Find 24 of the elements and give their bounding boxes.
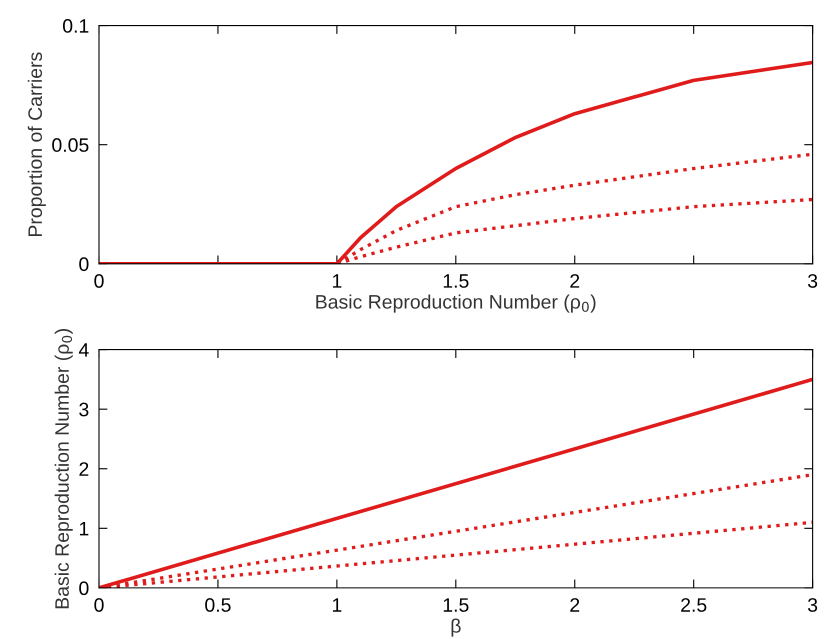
x-tick-label: 0.5 bbox=[205, 598, 231, 612]
y-tick-label: 0.1 bbox=[63, 19, 88, 33]
y-tick-label: 4 bbox=[78, 343, 89, 357]
x-tick-label: 2 bbox=[570, 598, 580, 612]
x-tick-label: 2 bbox=[570, 274, 580, 288]
x-tick-label: 3 bbox=[808, 274, 818, 288]
x-tick-label: 2.5 bbox=[681, 598, 706, 612]
x-tick-label: 3 bbox=[808, 598, 818, 612]
y-tick-label: 0 bbox=[79, 581, 89, 596]
y-tick-label: 3 bbox=[79, 402, 88, 416]
y-tick-label: 2 bbox=[79, 462, 88, 476]
x-tick-label: 1.5 bbox=[444, 274, 469, 288]
x-tick-label: 0 bbox=[94, 598, 104, 612]
x-tick-label: 1.5 bbox=[444, 598, 469, 612]
y-tick-label: 0.05 bbox=[52, 138, 88, 152]
x-tick-label: 1 bbox=[332, 598, 342, 612]
x-tick-label: 0 bbox=[94, 274, 104, 288]
y-axis-title: Proportion of Carriers bbox=[28, 52, 46, 236]
x-tick-label: 1 bbox=[332, 274, 342, 288]
y-axis-title: Basic Reproduction Number (ρ$_{0}$) bbox=[54, 329, 73, 608]
y-tick-label: 0 bbox=[79, 257, 89, 272]
x-axis-title: Basic Reproduction Number (ρ$_{0}$) bbox=[316, 294, 596, 313]
y-tick-label: 1 bbox=[80, 522, 88, 536]
x-axis-title: β bbox=[452, 618, 461, 637]
